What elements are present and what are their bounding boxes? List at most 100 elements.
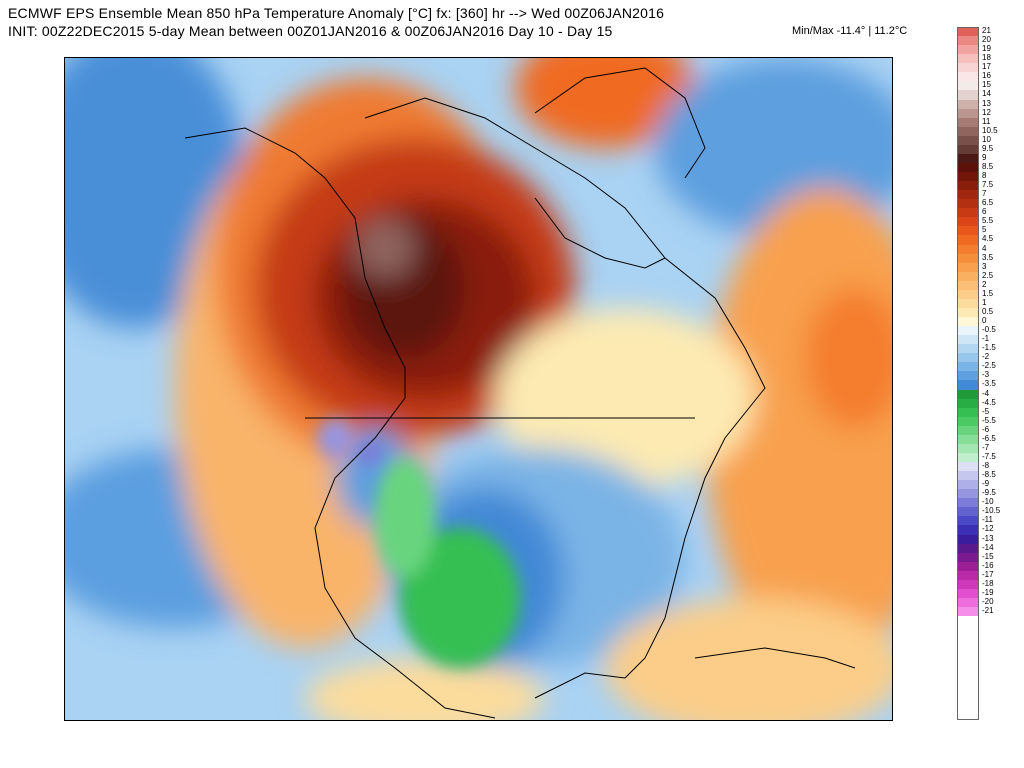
legend-entry: 9.5 — [957, 143, 1021, 154]
legend-label: 5 — [982, 225, 987, 235]
legend-label: -10.5 — [982, 506, 1001, 516]
legend-label: -19 — [982, 587, 994, 597]
legend-swatch — [957, 271, 979, 281]
legend-swatch — [957, 434, 979, 444]
legend-swatch — [957, 498, 979, 508]
legend-label: 1 — [982, 297, 987, 307]
legend-swatch — [957, 253, 979, 263]
legend-label: 15 — [982, 80, 991, 90]
legend-entry: -10 — [957, 497, 1021, 508]
legend-entry: 14 — [957, 89, 1021, 100]
legend-swatch — [957, 172, 979, 182]
legend-label: 10.5 — [982, 125, 998, 135]
legend-label: -20 — [982, 596, 994, 606]
legend-label: -3 — [982, 370, 990, 380]
legend-label: -7 — [982, 442, 990, 452]
chart-subtitle: INIT: 00Z22DEC2015 5-day Mean between 00… — [8, 23, 613, 39]
legend-swatch — [957, 27, 979, 37]
legend-entry: 2 — [957, 279, 1021, 290]
legend-swatch — [957, 63, 979, 73]
legend-swatch — [957, 217, 979, 227]
legend-label: -4.5 — [982, 397, 996, 407]
legend-entry: 0 — [957, 316, 1021, 327]
legend-label: 12 — [982, 107, 991, 117]
legend-label: -13 — [982, 533, 994, 543]
coastlines — [184, 67, 856, 719]
legend-label: 20 — [982, 35, 991, 45]
legend-swatch — [957, 244, 979, 254]
legend-entry: 6.5 — [957, 198, 1021, 209]
legend-swatch — [957, 117, 979, 127]
legend-entry: -19 — [957, 587, 1021, 598]
legend-label: 9 — [982, 152, 987, 162]
legend-label: -14 — [982, 542, 994, 552]
legend-entry: 9 — [957, 152, 1021, 163]
legend-entry: -2 — [957, 352, 1021, 363]
legend-label: 5.5 — [982, 216, 994, 226]
legend-label: -3.5 — [982, 379, 996, 389]
legend-label: -6 — [982, 424, 990, 434]
legend-entry: -4.5 — [957, 397, 1021, 408]
legend-entry: 8 — [957, 171, 1021, 182]
legend-entry: -21 — [957, 606, 1021, 617]
legend-label: -18 — [982, 578, 994, 588]
legend-swatch — [957, 135, 979, 145]
legend-swatch — [957, 317, 979, 327]
legend-label: 9.5 — [982, 143, 994, 153]
legend-entry: -3.5 — [957, 379, 1021, 390]
legend-entry: -6 — [957, 424, 1021, 435]
legend-swatch — [957, 407, 979, 417]
legend-entry: -1 — [957, 334, 1021, 345]
legend-label: 8 — [982, 171, 987, 180]
legend-swatch — [957, 289, 979, 299]
legend-label: 21 — [982, 26, 991, 35]
legend-entry: 7 — [957, 189, 1021, 200]
legend-label: -16 — [982, 560, 994, 570]
legend-label: -8.5 — [982, 470, 996, 480]
legend-label: 4 — [982, 243, 987, 253]
legend-swatch — [957, 398, 979, 408]
legend-swatch — [957, 380, 979, 390]
legend-label: -17 — [982, 569, 994, 579]
anomaly-map — [64, 57, 893, 721]
legend-entry: 16 — [957, 71, 1021, 82]
legend-entry: 2.5 — [957, 271, 1021, 281]
legend-label: -7.5 — [982, 451, 996, 461]
legend-entry: -3 — [957, 370, 1021, 381]
legend-swatch — [957, 443, 979, 453]
legend-label: -2 — [982, 352, 990, 362]
legend-swatch — [957, 226, 979, 236]
legend-swatch — [957, 199, 979, 209]
legend-swatch — [957, 516, 979, 526]
legend-entry: -4 — [957, 388, 1021, 399]
legend-entry: -16 — [957, 560, 1021, 571]
legend-entry: 8.5 — [957, 161, 1021, 172]
legend-label: 2 — [982, 279, 987, 289]
legend-swatch — [957, 480, 979, 490]
legend-label: 13 — [982, 98, 991, 108]
legend-entry: -5 — [957, 406, 1021, 417]
color-legend: 21 20 19 18 17 16 15 14 13 12 11 10.5 10 9.5 9 8.5 8 7.5 7… — [957, 26, 1021, 617]
legend-label: -4 — [982, 388, 990, 398]
legend-swatch — [957, 579, 979, 589]
legend-swatch — [957, 36, 979, 46]
minmax-readout: Min/Max -11.4° | 11.2°C — [792, 25, 908, 37]
legend-label: 7.5 — [982, 180, 994, 190]
legend-swatch — [957, 489, 979, 499]
legend-swatch — [957, 45, 979, 55]
legend-entry: -14 — [957, 542, 1021, 553]
legend-label: 4.5 — [982, 234, 994, 244]
legend-label: 6 — [982, 207, 987, 217]
legend-label: -21 — [982, 606, 994, 615]
legend-label: 8.5 — [982, 161, 994, 171]
legend-entry: 4.5 — [957, 234, 1021, 245]
legend-entry: -0.5 — [957, 325, 1021, 336]
legend-label: -5 — [982, 406, 990, 416]
legend-swatch — [957, 471, 979, 481]
legend-label: 7 — [982, 189, 987, 199]
legend-swatch — [957, 552, 979, 562]
legend-entry: -7.5 — [957, 451, 1021, 462]
legend-label: -9.5 — [982, 488, 996, 498]
legend-swatch — [957, 262, 979, 272]
legend-label: -0.5 — [982, 325, 996, 335]
